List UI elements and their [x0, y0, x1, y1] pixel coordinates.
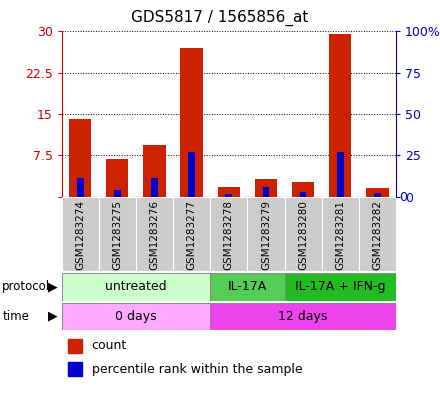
Text: protocol: protocol: [2, 280, 50, 294]
Text: GSM1283282: GSM1283282: [372, 200, 382, 270]
Bar: [62, 196, 99, 271]
Text: IL-17A: IL-17A: [228, 280, 267, 294]
Text: percentile rank within the sample: percentile rank within the sample: [92, 363, 302, 376]
Text: IL-17A + IFN-g: IL-17A + IFN-g: [295, 280, 385, 294]
Bar: [68, 339, 82, 353]
Bar: [143, 145, 165, 196]
Bar: [62, 273, 210, 301]
Bar: [359, 196, 396, 271]
Bar: [247, 196, 285, 271]
Bar: [99, 196, 136, 271]
Bar: [300, 191, 306, 196]
Bar: [210, 303, 396, 330]
Text: GSM1283277: GSM1283277: [187, 200, 197, 270]
Text: count: count: [92, 339, 127, 353]
Text: GSM1283279: GSM1283279: [261, 200, 271, 270]
Bar: [69, 119, 92, 196]
Text: ▶: ▶: [48, 310, 57, 323]
Bar: [225, 194, 232, 196]
Bar: [173, 196, 210, 271]
Bar: [255, 179, 277, 196]
Text: GSM1283276: GSM1283276: [150, 200, 159, 270]
Bar: [218, 187, 240, 196]
Text: GSM1283278: GSM1283278: [224, 200, 234, 270]
Text: 12 days: 12 days: [279, 310, 328, 323]
Text: 0 days: 0 days: [115, 310, 157, 323]
Bar: [77, 178, 84, 196]
Bar: [374, 193, 381, 196]
Bar: [210, 196, 247, 271]
Text: GSM1283280: GSM1283280: [298, 200, 308, 270]
Bar: [263, 187, 269, 196]
Bar: [106, 158, 128, 196]
Bar: [68, 362, 82, 376]
Bar: [329, 34, 352, 197]
Bar: [151, 178, 158, 196]
Text: GSM1283275: GSM1283275: [112, 200, 122, 270]
Text: untreated: untreated: [105, 280, 167, 294]
Bar: [322, 196, 359, 271]
Text: GSM1283274: GSM1283274: [75, 200, 85, 270]
Bar: [285, 196, 322, 271]
Bar: [210, 273, 285, 301]
Text: 0: 0: [400, 191, 407, 204]
Text: time: time: [2, 310, 29, 323]
Bar: [136, 196, 173, 271]
Bar: [292, 182, 314, 196]
Bar: [180, 48, 203, 196]
Text: ▶: ▶: [48, 280, 57, 294]
Bar: [366, 188, 389, 196]
Bar: [285, 273, 396, 301]
Bar: [188, 152, 195, 196]
Text: GSM1283281: GSM1283281: [335, 200, 345, 270]
Text: GDS5817 / 1565856_at: GDS5817 / 1565856_at: [131, 10, 309, 26]
Bar: [62, 303, 210, 330]
Bar: [114, 190, 121, 196]
Bar: [337, 152, 344, 196]
